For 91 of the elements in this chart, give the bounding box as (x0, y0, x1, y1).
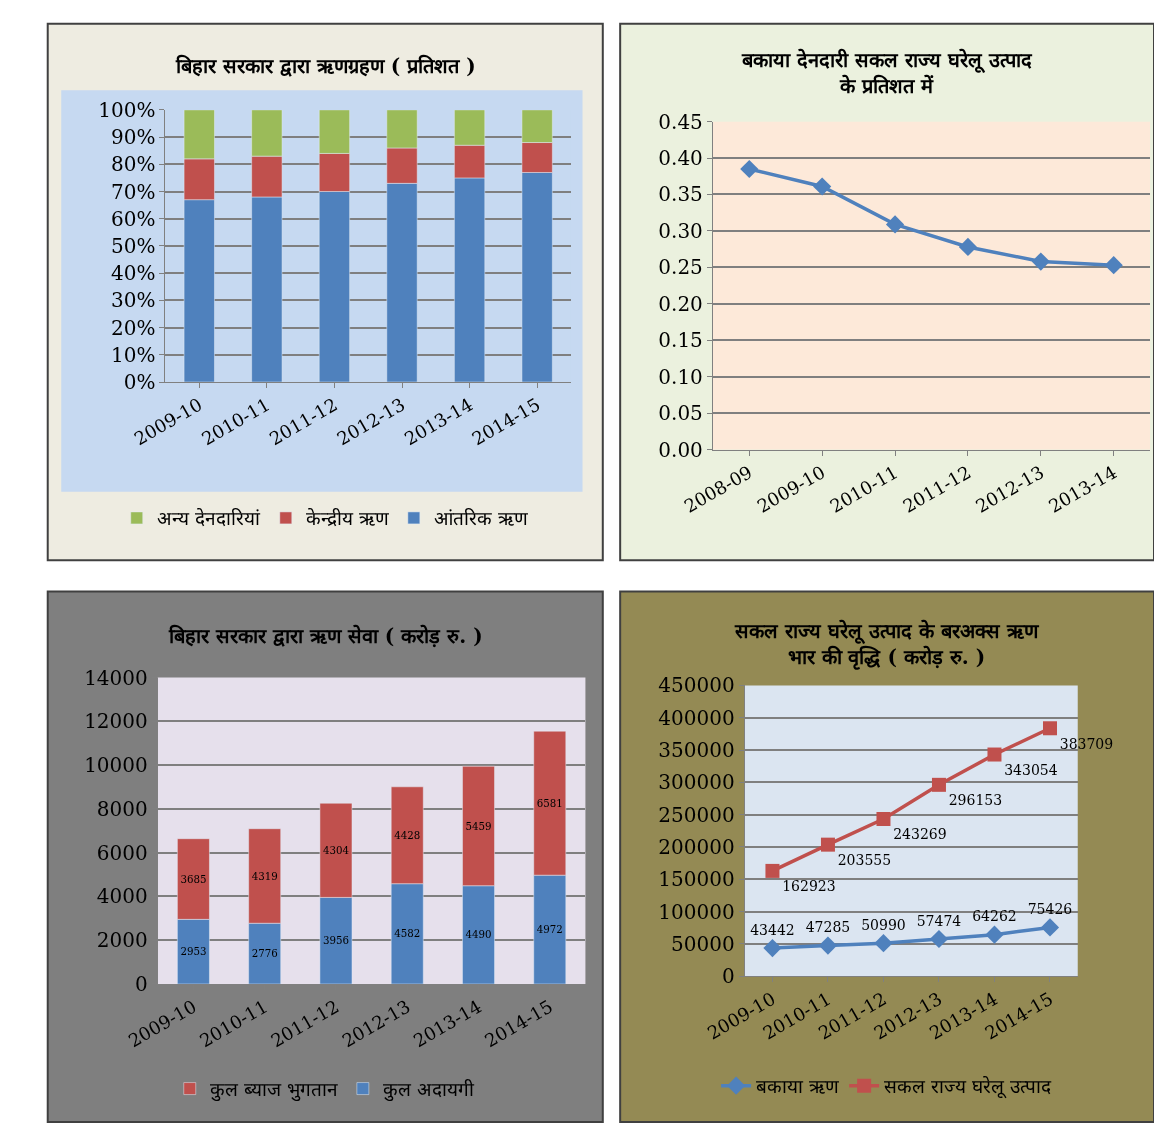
y-tick-label: 0.40 (658, 146, 703, 171)
legend-label: कुल ब्याज भुगतान (209, 1077, 338, 1102)
y-tick-label: 0.15 (658, 328, 703, 353)
point (958, 237, 978, 257)
point (1104, 256, 1123, 275)
data-label: 3956 (322, 934, 349, 947)
data-label: 64262 (972, 908, 1017, 925)
data-label: 6581 (536, 796, 563, 809)
data-label: 4428 (394, 828, 421, 841)
chart-title: बकाया देनदारी सकल राज्य घरेलू उत्पाद के प्रतिशत में (741, 48, 1033, 98)
point (813, 177, 832, 196)
y-tick-label: 0.05 (658, 401, 703, 426)
y-tick-label: 100% (98, 97, 156, 122)
y-tick-label: 12000 (84, 709, 148, 734)
y-tick-label: 80% (111, 152, 156, 177)
data-label: 4490 (465, 928, 492, 941)
point (1042, 721, 1057, 736)
y-tick-label: 50000 (671, 931, 735, 956)
y-tick-label: 100000 (658, 899, 735, 924)
point (931, 777, 946, 792)
y-tick-label: 200000 (658, 834, 735, 859)
legend-label: केन्द्रीय ऋण (305, 507, 389, 530)
y-tick-label: 2000 (96, 928, 148, 953)
chart-title: सकल राज्य घरेलू उत्पाद के बरअक्स ऋण भार की वृद्धि ( करोड़ रु. ) (734, 619, 1040, 670)
y-tick-label: 0.25 (658, 255, 703, 280)
data-label: 5459 (465, 819, 492, 832)
y-tick-label: 0 (721, 964, 735, 989)
point (987, 747, 1002, 762)
legend-label: आंतरिक ऋण (433, 507, 528, 530)
legend-label: सकल राज्य घरेलू उत्पाद (884, 1075, 1053, 1100)
point (765, 863, 780, 878)
data-label: 2953 (180, 945, 207, 958)
data-label: 4582 (394, 927, 421, 940)
point (874, 934, 893, 953)
y-tick-label: 150000 (658, 867, 735, 892)
point (763, 938, 782, 958)
data-label: 4972 (536, 923, 563, 936)
y-tick-label: 70% (111, 179, 156, 204)
y-tick-label: 300000 (658, 770, 735, 795)
y-tick-label: 0.45 (658, 109, 703, 134)
y-tick-label: 350000 (658, 738, 735, 763)
data-label: 2776 (251, 947, 278, 960)
data-label: 4304 (322, 843, 349, 856)
y-tick-label: 0 (135, 971, 148, 996)
y-tick-label: 6000 (96, 840, 148, 865)
data-label: 162923 (782, 878, 836, 895)
y-tick-label: 20% (111, 315, 156, 340)
data-label: 3685 (180, 872, 207, 885)
y-tick-label: 400000 (658, 705, 735, 730)
point (740, 159, 759, 179)
legend-label: बकाया ऋण (756, 1075, 840, 1098)
y-tick-label: 14000 (84, 665, 148, 690)
data-label: 43442 (750, 921, 795, 938)
point (876, 811, 891, 826)
data-label: 50990 (861, 916, 906, 933)
y-tick-label: 30% (111, 288, 156, 313)
chart-title: बिहार सरकार द्वारा ऋणग्रहण ( प्रतिशत ) (175, 54, 476, 78)
chart-title: बिहार सरकार द्वारा ऋण सेवा ( करोड़ रु. ) (168, 624, 483, 648)
point (985, 925, 1004, 944)
point (929, 929, 949, 949)
y-tick-label: 0.10 (658, 364, 703, 389)
y-tick-label: 10% (111, 342, 156, 367)
y-tick-label: 10000 (84, 753, 148, 778)
y-tick-label: 50% (111, 233, 156, 258)
data-label: 47285 (805, 919, 851, 936)
point (1040, 918, 1060, 937)
y-tick-label: 250000 (658, 802, 735, 827)
point (885, 215, 905, 234)
y-tick-label: 8000 (96, 796, 148, 821)
y-tick-label: 0.00 (658, 437, 703, 462)
data-label: 4319 (251, 869, 278, 882)
y-tick-label: 60% (111, 206, 156, 231)
y-tick-label: 450000 (658, 673, 735, 698)
point (1031, 252, 1050, 271)
legend-label: अन्य देनदारियां (156, 507, 261, 530)
data-label: 203555 (837, 851, 892, 868)
data-label: 75426 (1027, 901, 1073, 918)
y-tick-label: 40% (111, 261, 156, 286)
y-tick-label: 0.35 (658, 182, 703, 207)
data-label: 57474 (916, 912, 962, 929)
y-tick-label: 0.30 (658, 218, 703, 243)
y-tick-label: 90% (111, 125, 156, 150)
y-tick-label: 0.20 (658, 291, 703, 316)
y-tick-label: 0% (123, 370, 156, 394)
data-label: 243269 (893, 826, 947, 843)
y-tick-label: 4000 (96, 884, 148, 909)
data-label: 343054 (1004, 761, 1058, 778)
legend-label: कुल अदायगी (382, 1077, 475, 1102)
data-label: 296153 (948, 792, 1003, 809)
point (820, 837, 835, 852)
point (818, 936, 838, 955)
